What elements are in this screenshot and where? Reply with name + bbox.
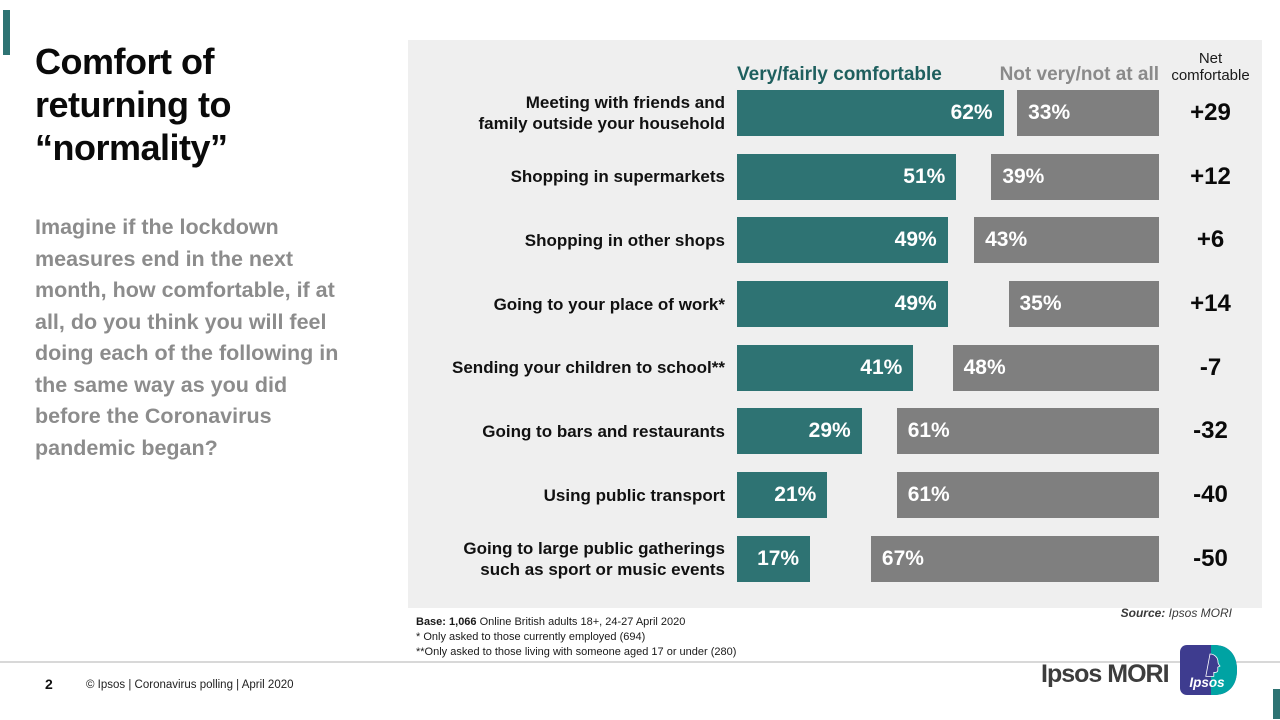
comfortable-bar: 29% — [737, 408, 862, 455]
comfortable-value: 49% — [894, 292, 937, 316]
corner-accent-bottom-right — [1273, 689, 1280, 719]
chart-row: Going to your place of work* 49% 35% +14 — [408, 281, 1262, 328]
ipsos-mori-wordmark: Ipsos MORI — [1041, 660, 1170, 688]
category-label: Meeting with friends and family outside … — [478, 93, 725, 133]
chart-row: Shopping in supermarkets 51% 39% +12 — [408, 153, 1262, 200]
not-comfortable-value: 61% — [907, 419, 950, 443]
not-comfortable-value: 33% — [1028, 101, 1071, 124]
bar-area: 49% 35% +14 — [737, 281, 1262, 328]
category-label: Going to bars and restaurants — [482, 421, 725, 441]
chart-rows: Meeting with friends and family outside … — [408, 90, 1262, 600]
comfortable-bar: 51% — [737, 153, 957, 200]
base-text: Online British adults 18+, 24-27 April 2… — [476, 616, 686, 628]
not-comfortable-bar: 48% — [952, 344, 1159, 391]
ipsos-logo-icon: Ipsos — [1180, 645, 1237, 695]
net-value: +6 — [1196, 226, 1225, 254]
not-comfortable-value: 43% — [985, 228, 1028, 252]
bar-area: 29% 61% -32 — [737, 408, 1262, 455]
ipsos-logo-text: Ipsos — [1189, 675, 1225, 690]
source-text: Ipsos MORI — [1165, 606, 1232, 620]
comfortable-bar: 41% — [737, 344, 914, 391]
net-value: +12 — [1190, 162, 1231, 190]
bar-area: 17% 67% -50 — [737, 535, 1262, 582]
not-comfortable-value: 61% — [907, 483, 950, 507]
footer-text: © Ipsos | Coronavirus polling | April 20… — [86, 679, 294, 691]
chart-row: Sending your children to school** 41% 48… — [408, 344, 1262, 391]
source-line: Source: Ipsos MORI — [1121, 606, 1232, 620]
chart-row: Using public transport 21% 61% -40 — [408, 472, 1262, 519]
not-comfortable-value: 48% — [963, 355, 1006, 379]
bar-area: 49% 43% +6 — [737, 217, 1262, 264]
not-comfortable-bar: 39% — [991, 153, 1159, 200]
net-value: -32 — [1193, 417, 1228, 445]
chart-panel: Very/fairly comfortable Not very/not at … — [408, 40, 1262, 608]
slide-subtitle: Imagine if the lockdown measures end in … — [35, 215, 339, 460]
net-value: -40 — [1193, 481, 1228, 509]
slide-title: Comfort of returning to “normality” — [35, 41, 231, 168]
not-comfortable-value: 67% — [881, 546, 924, 570]
not-comfortable-bar: 61% — [896, 408, 1159, 455]
category-label: Shopping in supermarkets — [510, 167, 725, 187]
net-value: +14 — [1190, 290, 1231, 318]
net-value: +29 — [1190, 99, 1231, 126]
net-value: -7 — [1199, 353, 1222, 381]
bar-area: 62% 33% +29 — [737, 90, 1262, 136]
not-comfortable-bar: 67% — [870, 535, 1159, 582]
category-label: Going to large public gatherings such as… — [463, 538, 725, 579]
not-comfortable-value: 35% — [1019, 292, 1062, 316]
chart-row: Going to bars and restaurants 29% 61% -3… — [408, 408, 1262, 455]
comfortable-value: 21% — [774, 483, 817, 507]
not-comfortable-bar: 43% — [974, 217, 1159, 264]
comfortable-value: 29% — [808, 419, 851, 443]
chart-row: Going to large public gatherings such as… — [408, 535, 1262, 582]
base-line: Base: 1,066 Online British adults 18+, 2… — [416, 615, 736, 630]
ipsos-logo: Ipsos — [1180, 645, 1237, 695]
comfortable-bar: 62% — [737, 90, 1004, 136]
comfortable-bar: 49% — [737, 217, 948, 264]
comfortable-bar: 17% — [737, 535, 811, 582]
category-label: Going to your place of work* — [493, 294, 725, 314]
footnote-children: **Only asked to those living with someon… — [416, 646, 737, 658]
comfortable-bar: 49% — [737, 281, 948, 328]
footer-divider — [0, 661, 1280, 663]
category-label: Using public transport — [543, 485, 725, 505]
footnote-employed: * Only asked to those currently employed… — [416, 631, 646, 643]
legend-comfortable-label: Very/fairly comfortable — [737, 64, 942, 85]
bar-area: 21% 61% -40 — [737, 472, 1262, 519]
comfortable-value: 51% — [903, 164, 946, 188]
footnotes: Base: 1,066 Online British adults 18+, 2… — [416, 615, 736, 660]
category-label: Shopping in other shops — [524, 230, 725, 250]
category-label: Sending your children to school** — [452, 358, 725, 378]
page-number: 2 — [45, 676, 53, 692]
not-comfortable-bar: 35% — [1008, 281, 1159, 328]
legend-not-comfortable-label: Not very/not at all — [999, 64, 1159, 85]
base-label: Base: 1,066 — [416, 616, 477, 628]
chart-row: Shopping in other shops 49% 43% +6 — [408, 217, 1262, 264]
comfortable-value: 49% — [894, 228, 937, 252]
not-comfortable-value: 39% — [1002, 164, 1045, 188]
comfortable-value: 62% — [950, 101, 993, 124]
face-profile-icon — [1205, 653, 1221, 677]
comfortable-bar: 21% — [737, 472, 828, 519]
source-label: Source: — [1120, 606, 1166, 620]
bar-area: 51% 39% +12 — [737, 153, 1262, 200]
not-comfortable-bar: 33% — [1017, 90, 1159, 136]
net-column-header: Net comfortable — [1171, 50, 1250, 84]
bar-area: 41% 48% -7 — [737, 344, 1262, 391]
net-value: -50 — [1193, 544, 1228, 572]
comfortable-value: 17% — [757, 546, 800, 570]
chart-row: Meeting with friends and family outside … — [408, 90, 1262, 136]
not-comfortable-bar: 61% — [896, 472, 1159, 519]
corner-accent-top-left — [3, 10, 10, 55]
comfortable-value: 41% — [860, 355, 903, 379]
